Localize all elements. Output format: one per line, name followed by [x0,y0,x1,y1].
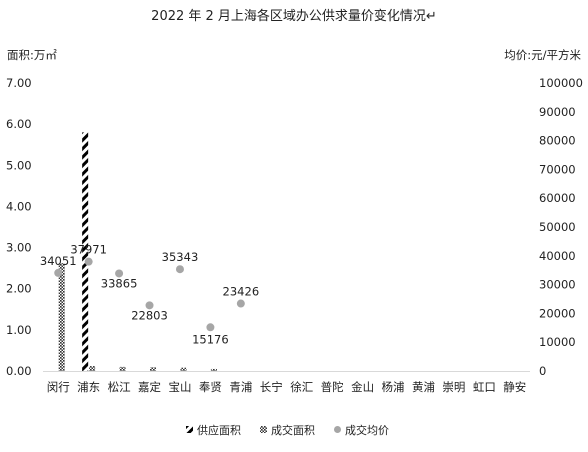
plot-area [43,132,530,372]
right-axis-ticks: 0 10000 20000 30000 40000 50000 60000 70000 8000… [539,76,583,378]
left-axis-ticks: 0.00 1.00 2.00 3.00 4.00 5.00 6.00 7.00 [6,76,32,378]
right-tick-label: 70000 [539,162,576,176]
legend-label: 供应面积 [197,423,241,437]
price-point [115,269,124,278]
price-data-label: 23426 [223,285,260,299]
right-tick-label: 60000 [539,191,576,205]
price-point [145,301,154,310]
left-tick-label: 6.00 [6,117,32,131]
x-category-label: 闵行 [47,380,70,394]
x-axis-categories: 闵行 浦东 松江 嘉定 宝山 奉贤 青浦 长宁 徐汇 普陀 金山 杨浦 黄浦 崇明 虹口 静安 [47,380,527,394]
x-category-label: 长宁 [260,380,283,394]
price-point [84,257,93,266]
x-category-label: 浦东 [77,380,100,394]
chart-title: 2022 年 2 月上海各区域办公供求量价变化情况↵ [151,8,437,24]
legend-label: 成交均价 [345,423,389,437]
price-data-label: 37971 [70,243,107,257]
right-tick-label: 0 [539,364,546,378]
deal-bar [180,367,187,371]
left-tick-label: 7.00 [6,76,32,90]
x-category-label: 奉贤 [199,380,222,394]
supply-bar [82,132,89,371]
price-point [206,323,215,332]
legend-label: 成交面积 [271,423,315,437]
x-category-label: 徐汇 [290,380,313,394]
right-tick-label: 80000 [539,134,576,148]
right-axis-label: 均价:元/平方米 [504,48,581,62]
legend: 供应面积 成交面积 成交均价 [186,423,389,437]
right-tick-label: 40000 [539,249,576,263]
price-point [236,299,245,308]
x-category-label: 普陀 [321,380,344,394]
x-category-label: 金山 [351,380,374,394]
price-data-label: 33865 [101,276,138,290]
price-data-label: 35343 [162,250,199,264]
x-category-label: 黄浦 [412,380,435,394]
left-tick-label: 5.00 [6,158,32,172]
x-category-label: 杨浦 [382,380,405,394]
left-axis-label: 面积:万㎡ [7,48,57,62]
right-tick-label: 90000 [539,105,576,119]
price-data-label: 34051 [40,254,77,268]
x-category-label: 青浦 [229,380,252,394]
deal-bar [58,263,65,371]
price-data-label: 22803 [131,308,168,322]
right-tick-label: 20000 [539,306,576,320]
price-point [54,268,63,277]
right-tick-label: 30000 [539,278,576,292]
legend-swatch [260,426,267,433]
right-tick-label: 10000 [539,335,576,349]
deal-bar [119,366,126,371]
price-data-label: 15176 [192,332,229,346]
x-category-label: 静安 [503,380,526,394]
right-tick-label: 100000 [539,76,583,90]
right-tick-label: 50000 [539,220,576,234]
left-tick-label: 3.00 [6,241,32,255]
deal-bar [89,366,96,371]
left-tick-label: 2.00 [6,282,32,296]
deal-bar [210,368,217,371]
x-category-label: 崇明 [442,380,465,394]
legend-swatch [334,426,341,433]
x-category-label: 虹口 [473,380,496,394]
deal-bar [150,367,157,371]
x-category-label: 嘉定 [138,380,161,394]
x-category-label: 松江 [108,380,131,394]
left-tick-label: 1.00 [6,323,32,337]
x-category-label: 宝山 [168,380,191,394]
left-tick-label: 4.00 [6,199,32,213]
legend-swatch [186,426,193,433]
left-tick-label: 0.00 [6,364,32,378]
price-point [175,265,184,274]
